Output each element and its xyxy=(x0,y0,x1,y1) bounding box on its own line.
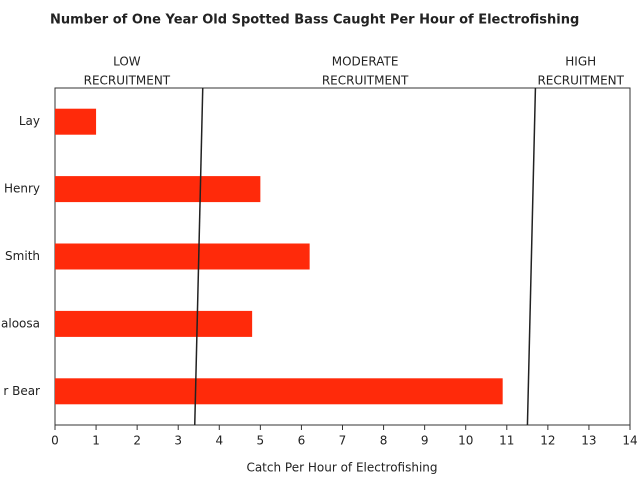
threshold-line xyxy=(194,87,204,426)
x-tick-label: 4 xyxy=(215,434,223,448)
x-tick-label: 7 xyxy=(339,434,347,448)
zone-label: RECRUITMENT xyxy=(84,74,171,88)
y-tick-label: r Bear xyxy=(3,384,40,398)
bar xyxy=(55,378,503,405)
bar xyxy=(55,108,97,135)
y-tick-label: Lay xyxy=(19,114,40,128)
x-tick-label: 3 xyxy=(174,434,182,448)
y-tick-label: Henry xyxy=(4,182,40,196)
chart-title: Number of One Year Old Spotted Bass Caug… xyxy=(50,13,579,28)
bar xyxy=(55,310,253,337)
x-tick-label: 5 xyxy=(257,434,265,448)
y-tick-label: Smith xyxy=(5,249,40,263)
threshold-line xyxy=(526,87,537,426)
zone-label: RECRUITMENT xyxy=(537,74,624,88)
y-tick-label: aloosa xyxy=(1,316,40,330)
x-tick-label: 1 xyxy=(92,434,100,448)
zone-label: MODERATE xyxy=(332,55,399,69)
x-tick-label: 6 xyxy=(298,434,306,448)
x-tick-label: 0 xyxy=(51,434,59,448)
zone-label: LOW xyxy=(113,55,141,69)
x-tick-label: 10 xyxy=(458,434,473,448)
x-tick-label: 13 xyxy=(581,434,596,448)
x-axis-label: Catch Per Hour of Electrofishing xyxy=(246,461,437,475)
x-tick-label: 12 xyxy=(540,434,555,448)
bar xyxy=(55,176,261,203)
bar xyxy=(55,243,310,270)
zone-label: HIGH xyxy=(565,55,596,69)
x-tick-label: 11 xyxy=(499,434,514,448)
x-tick-label: 14 xyxy=(622,434,637,448)
x-tick-label: 2 xyxy=(133,434,141,448)
zone-label: RECRUITMENT xyxy=(322,74,409,88)
x-tick-label: 9 xyxy=(421,434,429,448)
x-tick-label: 8 xyxy=(380,434,388,448)
